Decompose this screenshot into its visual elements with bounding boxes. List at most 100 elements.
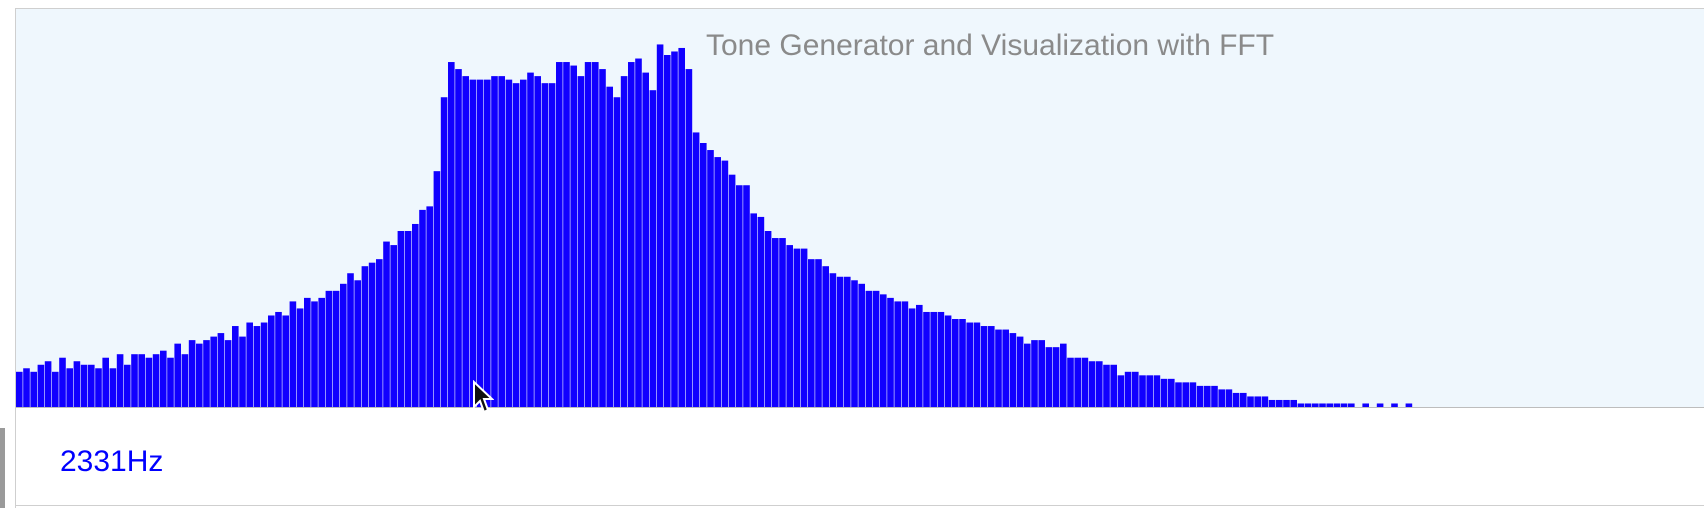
fft-bar xyxy=(260,322,268,407)
fft-bar xyxy=(1240,392,1247,407)
fft-bar xyxy=(1132,371,1139,407)
fft-bar xyxy=(491,76,498,407)
fft-bar xyxy=(980,326,988,407)
fft-bar xyxy=(728,174,736,407)
fft-bar xyxy=(23,368,30,407)
fft-bar xyxy=(1016,336,1024,407)
fft-bar xyxy=(102,357,109,407)
fft-bar xyxy=(30,371,37,407)
fft-bar xyxy=(462,76,469,407)
fft-visualization: Tone Generator and Visualization with FF… xyxy=(16,9,1704,408)
fft-bar xyxy=(1182,382,1189,407)
fft-bar xyxy=(347,273,354,407)
fft-bar xyxy=(1225,389,1233,407)
fft-bar xyxy=(793,248,801,407)
fft-bar xyxy=(419,209,426,407)
fft-bar xyxy=(246,322,253,407)
fft-bar xyxy=(592,62,599,407)
fft-bar xyxy=(404,231,412,407)
fft-bar xyxy=(908,308,916,407)
fft-bar xyxy=(1276,399,1283,407)
fft-bar xyxy=(620,76,628,407)
fft-bar xyxy=(1376,403,1384,407)
fft-bar xyxy=(325,290,333,407)
fft-bar xyxy=(556,62,563,407)
fft-bar xyxy=(73,361,81,407)
fft-bar xyxy=(1204,385,1211,407)
fft-bar xyxy=(772,238,779,407)
fft-bar xyxy=(1045,347,1053,407)
fft-bar xyxy=(779,238,786,407)
fft-bar xyxy=(1333,403,1341,407)
fft-bar xyxy=(376,259,383,407)
fft-bar xyxy=(433,171,441,407)
fft-bar xyxy=(390,245,397,407)
fft-bar xyxy=(1312,403,1319,407)
fft-bar xyxy=(1218,389,1225,407)
fft-bar xyxy=(1405,403,1413,407)
fft-bar xyxy=(1340,403,1348,407)
fft-bar xyxy=(872,290,880,407)
fft-bar xyxy=(721,160,729,407)
fft-bar xyxy=(1110,364,1117,407)
fft-bar xyxy=(174,343,181,407)
fft-bar xyxy=(232,326,239,407)
fft-bar xyxy=(1038,340,1045,407)
fft-bar xyxy=(757,216,765,407)
fft-bar xyxy=(520,79,527,407)
fft-bar xyxy=(368,262,376,407)
fft-bar xyxy=(887,297,894,407)
fft-bar xyxy=(1060,343,1067,407)
fft-bar xyxy=(613,97,621,407)
fft-bar xyxy=(354,280,361,407)
fft-bar xyxy=(239,336,246,407)
fft-bar xyxy=(584,62,592,407)
fft-bar xyxy=(577,76,585,407)
fft-bar xyxy=(498,76,505,407)
fft-bar xyxy=(1009,333,1017,407)
fft-bar xyxy=(44,361,52,407)
fft-bar xyxy=(901,301,909,407)
fft-bar xyxy=(1290,399,1297,407)
fft-bar xyxy=(1247,396,1254,407)
fft-bar xyxy=(469,79,477,407)
fft-bar xyxy=(1297,403,1305,407)
app-title: Tone Generator and Visualization with FF… xyxy=(706,29,1275,62)
fft-bar xyxy=(786,245,793,407)
fft-bar xyxy=(275,311,282,407)
fft-bar xyxy=(203,340,210,407)
fft-bar xyxy=(88,364,95,407)
fft-bar xyxy=(642,72,649,407)
fft-bar xyxy=(822,266,829,407)
fft-bar xyxy=(1153,375,1161,407)
fft-bar xyxy=(952,319,959,407)
fft-bar xyxy=(1211,385,1218,407)
fft-bar xyxy=(160,350,167,407)
fft-bar xyxy=(116,354,124,407)
fft-bar xyxy=(1326,403,1333,407)
fft-bar xyxy=(1268,399,1276,407)
fft-bar xyxy=(678,47,685,407)
fft-bar xyxy=(1196,385,1204,407)
fft-bar xyxy=(455,69,462,407)
mouse-pointer-icon xyxy=(473,380,494,414)
fft-bar xyxy=(599,69,606,407)
fft-bar xyxy=(383,241,390,407)
fft-bar xyxy=(16,371,23,407)
fft-bar xyxy=(318,297,325,407)
fft-bar xyxy=(37,364,45,407)
fft-bar xyxy=(304,297,311,407)
fft-bar xyxy=(858,283,865,407)
fft-bar xyxy=(764,231,772,407)
fft-bar xyxy=(750,213,757,407)
fft-bar xyxy=(844,276,851,407)
fft-bar xyxy=(289,301,297,407)
fft-bar xyxy=(606,86,613,407)
fft-bar xyxy=(916,304,923,407)
fft-bar xyxy=(1074,357,1081,407)
fft-bar xyxy=(1067,357,1074,407)
fft-bar xyxy=(1103,364,1110,407)
fft-bar xyxy=(311,301,318,407)
fft-bar xyxy=(95,368,102,407)
fft-bar xyxy=(937,311,945,407)
